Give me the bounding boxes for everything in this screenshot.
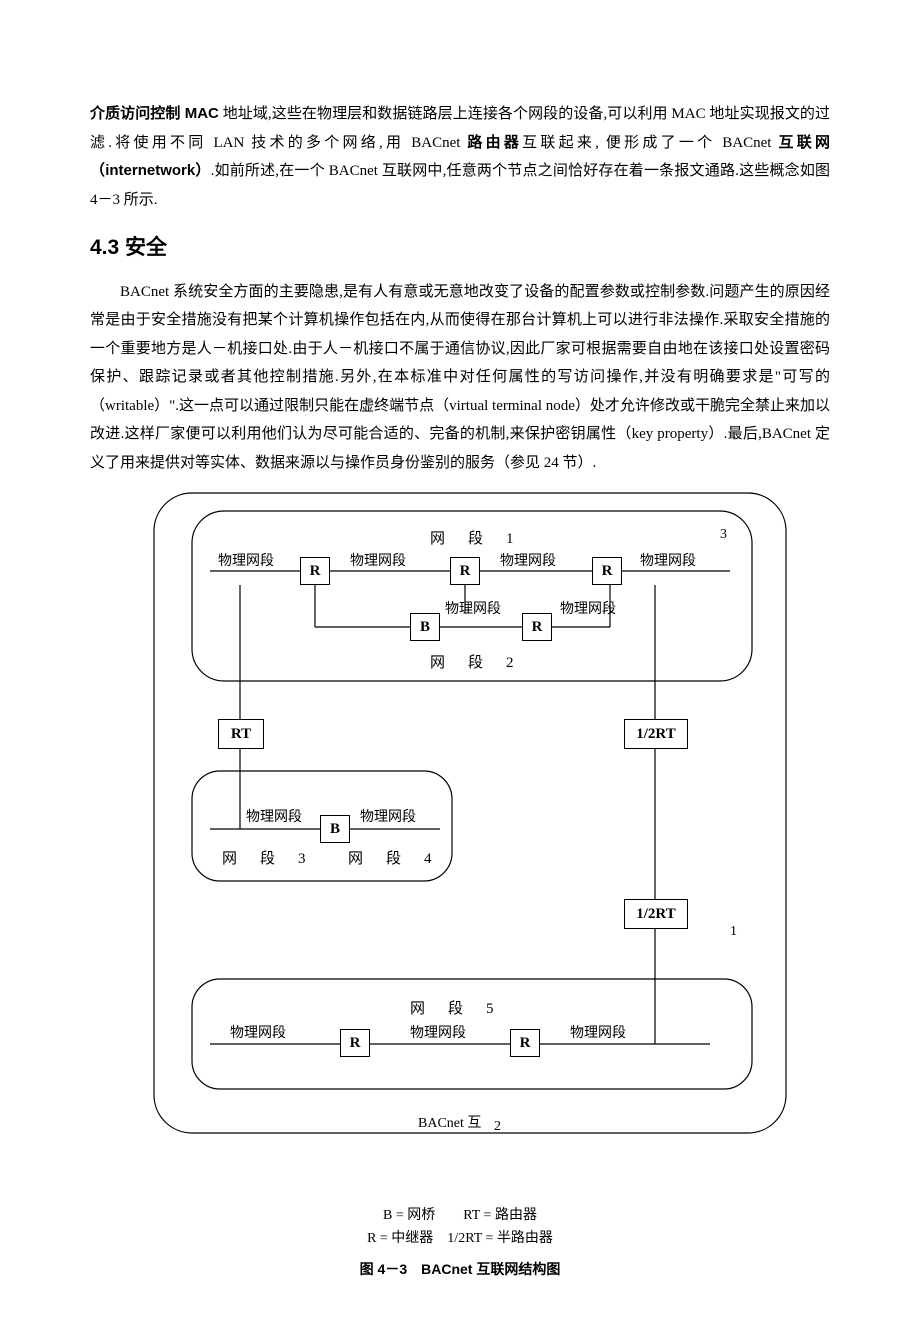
diagram-label-ps11: 物理网段: [570, 1021, 626, 1048]
bold-span-mac: 介质访问控制 MAC: [90, 105, 219, 122]
legend-line-2: R = 中继器 1/2RT = 半路由器: [90, 1228, 830, 1250]
diagram-label-ps1: 物理网段: [218, 549, 274, 576]
diagram-node-hrt2: 1/2RT: [624, 899, 688, 929]
diagram-node-hrt1: 1/2RT: [624, 719, 688, 749]
diagram-label-ps10: 物理网段: [410, 1021, 466, 1048]
diagram-label-num1: 1: [730, 919, 737, 946]
diagram-label-footer: BACnet 互: [418, 1111, 481, 1138]
diagram-label-ps2: 物理网段: [350, 549, 406, 576]
diagram-label-seg4: 网 段 4: [348, 845, 436, 874]
diagram-label-ps6: 物理网段: [560, 597, 616, 624]
bold-span-router: 路由器: [467, 134, 522, 151]
legend-line-1: B = 网桥 RT = 路由器: [90, 1205, 830, 1227]
paragraph-1: 介质访问控制 MAC 地址域,这些在物理层和数据链路层上连接各个网段的设备,可以…: [90, 100, 830, 214]
diagram-label-ps3: 物理网段: [500, 549, 556, 576]
diagram-caption: 图 4－3 BACnet 互联网结构图: [90, 1256, 830, 1283]
paragraph-2: BACnet 系统安全方面的主要隐患,是有人有意或无意地改变了设备的配置参数或控…: [90, 278, 830, 478]
diagram-label-ps7: 物理网段: [246, 805, 302, 832]
diagram-node-r3: R: [592, 557, 622, 585]
diagram-node-rt: RT: [218, 719, 264, 749]
diagram-label-footer2: 2: [494, 1114, 501, 1141]
diagram-node-b2: B: [320, 815, 350, 843]
diagram-node-r1: R: [300, 557, 330, 585]
diagram-label-ps9: 物理网段: [230, 1021, 286, 1048]
diagram-label-seg2: 网 段 2: [430, 649, 518, 678]
diagram-node-r5: R: [340, 1029, 370, 1057]
diagram-label-ps5: 物理网段: [445, 597, 501, 624]
diagram-label-seg3: 网 段 3: [222, 845, 310, 874]
diagram-bacnet-internetwork: RRRBRRT1/2RTB1/2RTRR网 段 13物理网段物理网段物理网段物理…: [150, 489, 790, 1199]
diagram-label-num3: 3: [720, 522, 727, 549]
p1d: 互联起来, 便形成了一个 BACnet: [522, 135, 778, 151]
heading-4-3: 4.3 安全: [90, 228, 830, 268]
diagram-label-seg5: 网 段 5: [410, 995, 498, 1024]
diagram-node-r4: R: [522, 613, 552, 641]
diagram-label-ps4: 物理网段: [640, 549, 696, 576]
diagram-node-b1: B: [410, 613, 440, 641]
diagram-legend: B = 网桥 RT = 路由器 R = 中继器 1/2RT = 半路由器: [90, 1205, 830, 1250]
diagram-node-r6: R: [510, 1029, 540, 1057]
diagram-label-ps8: 物理网段: [360, 805, 416, 832]
diagram-node-r2: R: [450, 557, 480, 585]
